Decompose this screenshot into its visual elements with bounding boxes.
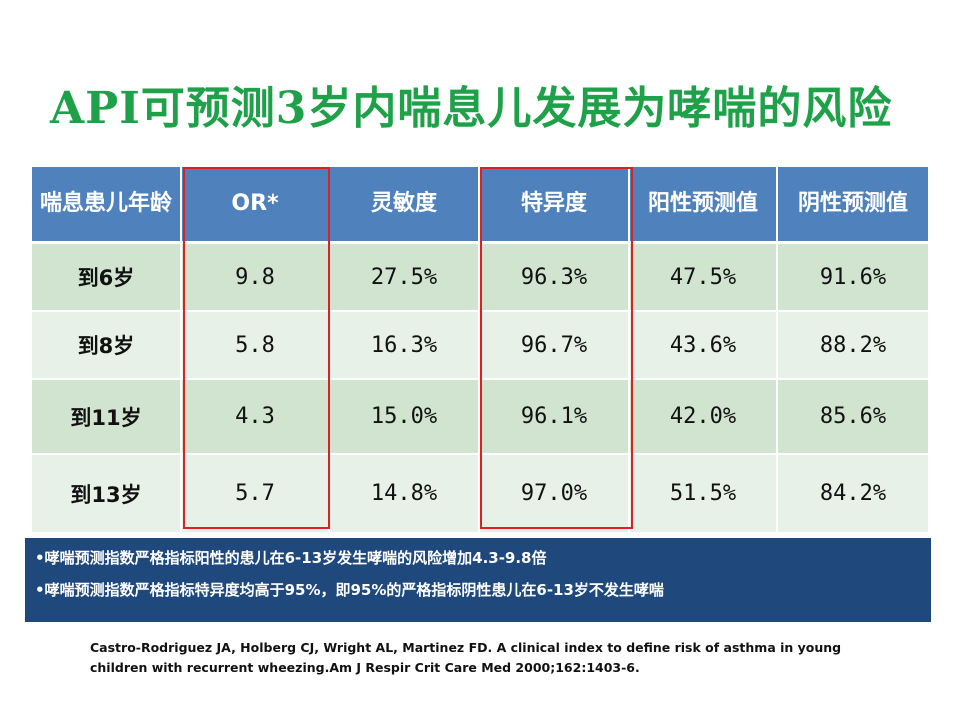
table-header-row: 喘息患儿年龄 OR* 灵敏度 特异度 阳性预测值 阴性预测值 [32,167,928,244]
cell-npv: 85.6% [778,380,928,455]
cell-npv: 84.2% [778,455,928,534]
cell-ppv: 43.6% [630,312,778,380]
cell-sensitivity: 27.5% [330,244,480,312]
cell-age: 到11岁 [32,380,182,455]
header-sensitivity: 灵敏度 [330,167,480,244]
table-row: 到6岁 9.8 27.5% 96.3% 47.5% 91.6% [32,244,928,312]
results-table: 喘息患儿年龄 OR* 灵敏度 特异度 阳性预测值 阴性预测值 到6岁 9.8 2… [32,167,928,534]
cell-or: 5.8 [182,312,330,380]
header-npv: 阴性预测值 [778,167,928,244]
cell-or: 5.7 [182,455,330,534]
citation: Castro-Rodriguez JA, Holberg CJ, Wright … [90,640,842,675]
cell-ppv: 51.5% [630,455,778,534]
table-row: 到8岁 5.8 16.3% 96.7% 43.6% 88.2% [32,312,928,380]
cell-age: 到13岁 [32,455,182,534]
cell-sensitivity: 15.0% [330,380,480,455]
cell-specificity: 96.7% [480,312,630,380]
cell-specificity: 96.3% [480,244,630,312]
note-item: •哮喘预测指数严格指标阳性的患儿在6-13岁发生哮喘的风险增加4.3-9.8倍 [35,549,547,567]
header-specificity: 特异度 [480,167,630,244]
slide-title: API可预测3岁内喘息儿发展为哮喘的风险 [50,83,893,134]
cell-or: 4.3 [182,380,330,455]
header-age: 喘息患儿年龄 [32,167,182,244]
cell-sensitivity: 16.3% [330,312,480,380]
cell-age: 到6岁 [32,244,182,312]
cell-specificity: 96.1% [480,380,630,455]
table-row: 到11岁 4.3 15.0% 96.1% 42.0% 85.6% [32,380,928,455]
specificity-column-highlight [480,167,633,529]
cell-ppv: 42.0% [630,380,778,455]
cell-sensitivity: 14.8% [330,455,480,534]
cell-ppv: 47.5% [630,244,778,312]
cell-npv: 88.2% [778,312,928,380]
note-item: •哮喘预测指数严格指标特异度均高于95%，即95%的严格指标阴性患儿在6-13岁… [35,581,664,599]
results-table-container: 喘息患儿年龄 OR* 灵敏度 特异度 阳性预测值 阴性预测值 到6岁 9.8 2… [32,167,928,534]
cell-npv: 91.6% [778,244,928,312]
header-ppv: 阳性预测值 [630,167,778,244]
cell-age: 到8岁 [32,312,182,380]
cell-specificity: 97.0% [480,455,630,534]
table-row: 到13岁 5.7 14.8% 97.0% 51.5% 84.2% [32,455,928,534]
notes-box: •哮喘预测指数严格指标阳性的患儿在6-13岁发生哮喘的风险增加4.3-9.8倍 … [25,538,931,622]
header-or: OR* [182,167,330,244]
or-column-highlight [183,167,330,529]
